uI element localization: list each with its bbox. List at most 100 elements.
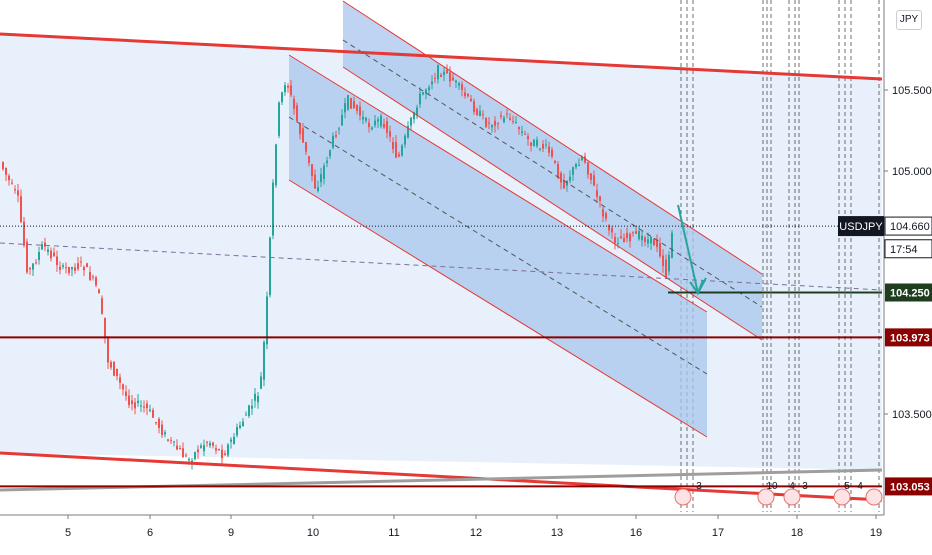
candle-body <box>185 455 187 457</box>
candle-body <box>521 131 523 133</box>
candle-body <box>581 156 583 161</box>
candle-body <box>77 263 79 270</box>
price-label-support: 104.250 <box>890 288 930 300</box>
candle-body <box>317 187 319 192</box>
candle-body <box>572 167 574 175</box>
candle-body <box>668 254 670 272</box>
candle-body <box>419 93 421 105</box>
time-tick-label: 16 <box>630 527 642 539</box>
candle-body <box>575 164 577 168</box>
candle-body <box>308 156 310 163</box>
candle-body <box>179 448 181 450</box>
candle-body <box>620 236 622 239</box>
candle-body <box>350 97 352 109</box>
candle-body <box>35 262 37 264</box>
candle-body <box>653 238 655 246</box>
candle-body <box>563 180 565 189</box>
candle-body <box>587 162 589 175</box>
candle-body <box>617 242 619 244</box>
price-label-countdown: 17:54 <box>890 244 918 256</box>
candle-body <box>326 160 328 164</box>
candle-body <box>464 92 466 97</box>
candles <box>2 64 673 470</box>
candle-body <box>116 368 118 377</box>
candle-body <box>356 105 358 111</box>
candle-body <box>503 117 505 123</box>
candle-body <box>239 425 241 428</box>
candle-body <box>533 139 535 147</box>
event-marker-icon <box>757 488 775 506</box>
candle-body <box>557 164 559 178</box>
candle-body <box>53 252 55 257</box>
candle-body <box>137 400 139 403</box>
price-label-last: 104.660 <box>890 221 930 233</box>
candle-body <box>245 414 247 416</box>
candle-body <box>248 405 250 416</box>
candle-body <box>311 164 313 177</box>
candle-body <box>32 263 34 270</box>
candle-body <box>227 444 229 456</box>
candle-body <box>548 146 550 153</box>
candle-body <box>437 65 439 80</box>
candle-body <box>338 128 340 130</box>
candle-body <box>14 189 16 191</box>
candle-body <box>182 448 184 458</box>
candle-body <box>635 231 637 234</box>
price-label-bg <box>885 283 932 302</box>
price-axis[interactable]: 105.500 105.000 103.500 <box>883 0 932 550</box>
candle-body <box>293 98 295 109</box>
candle-body <box>215 448 217 451</box>
candle-body <box>398 154 400 157</box>
candle-body <box>404 135 406 145</box>
candle-body <box>518 127 520 130</box>
candle-body <box>662 255 664 267</box>
candle-body <box>212 442 214 446</box>
candle-body <box>386 121 388 133</box>
candle-body <box>92 276 94 278</box>
candle-body <box>416 107 418 116</box>
candle-body <box>560 173 562 183</box>
upper-channel-bottom <box>342 66 763 341</box>
candle-body <box>206 441 208 443</box>
candle-body <box>536 139 538 146</box>
event-marker-count: 3 <box>802 481 808 492</box>
candle-body <box>98 289 100 294</box>
candle-body <box>488 122 490 124</box>
event-marker-count: 4 <box>857 481 863 492</box>
time-tick-label: 11 <box>388 527 399 539</box>
candle-body <box>47 249 49 253</box>
time-axis[interactable]: 5 6 9 10 11 12 13 16 17 18 19 <box>0 514 932 550</box>
lower-channel-mid <box>288 116 708 375</box>
currency-badge[interactable]: JPY <box>896 10 922 30</box>
candle-body <box>176 445 178 450</box>
candle-body <box>395 142 397 158</box>
candle-body <box>236 427 238 436</box>
symbol-label: USDJPY <box>839 221 883 233</box>
lower-trendline <box>0 451 883 502</box>
time-axis-bg <box>0 515 932 550</box>
candle-body <box>335 135 337 137</box>
candle-body <box>80 261 82 263</box>
event-marker-count: 3 <box>696 481 702 492</box>
candle-body <box>107 338 109 363</box>
candle-body <box>101 298 103 314</box>
candle-body <box>188 458 190 461</box>
candle-body <box>530 142 532 146</box>
candle-body <box>59 266 61 270</box>
candle-body <box>410 117 412 126</box>
candle-body <box>140 405 142 407</box>
candle-body <box>602 209 604 217</box>
candle-body <box>632 232 634 234</box>
candle-body <box>149 409 151 412</box>
candle-body <box>584 156 586 163</box>
event-marker-count: 10 <box>766 481 778 492</box>
candle-body <box>251 405 253 409</box>
candle-body <box>122 384 124 390</box>
candle-body <box>167 439 169 441</box>
candle-body <box>359 106 361 116</box>
price-label-level_low: 103.053 <box>890 481 930 493</box>
price-label-level_red: 103.973 <box>890 332 930 344</box>
event-marker-count: 4 <box>789 481 795 492</box>
